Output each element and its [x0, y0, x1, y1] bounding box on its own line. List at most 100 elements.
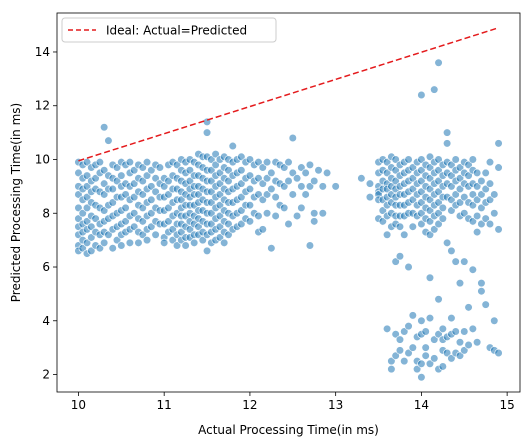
scatter-point [468, 217, 477, 226]
scatter-point [473, 211, 482, 221]
scatter-point [447, 160, 456, 169]
scatter-point [434, 155, 443, 164]
scatter-point [262, 209, 272, 218]
scatter-point [112, 163, 122, 172]
scatter-point [262, 158, 272, 167]
scatter-point [357, 174, 366, 183]
scatter-point [430, 225, 439, 234]
scatter-point [481, 184, 490, 194]
scatter-point [297, 182, 306, 191]
scatter-point [142, 158, 152, 167]
scatter-point [82, 193, 92, 202]
scatter-point [91, 214, 100, 223]
scatter-point [288, 190, 297, 199]
scatter-point [460, 257, 469, 266]
scatter-point [288, 168, 297, 178]
scatter-point [387, 365, 396, 374]
scatter-point [125, 158, 134, 167]
scatter-point [421, 327, 430, 336]
scatter-point [121, 190, 130, 199]
scatter-point [181, 241, 190, 250]
scatter-point [245, 217, 255, 226]
scatter-point [104, 136, 113, 145]
scatter-point [451, 327, 460, 336]
scatter-point [391, 166, 400, 175]
scatter-point [224, 166, 233, 175]
scatter-point [207, 166, 216, 175]
scatter-point [425, 184, 435, 194]
scatter-point [434, 295, 443, 304]
scatter-point [211, 150, 220, 159]
scatter-point [408, 184, 417, 194]
scatter-point [138, 203, 147, 212]
scatter-point [490, 190, 499, 199]
scatter-point [258, 179, 267, 188]
scatter-point [237, 179, 246, 188]
scatter-point [237, 193, 246, 202]
scatter-point [82, 182, 92, 191]
scatter-point [87, 246, 96, 255]
ideal-line-layer [78, 27, 499, 162]
scatter-point [100, 166, 109, 175]
scatter-point [284, 158, 293, 167]
scatter-point [112, 176, 122, 186]
scatter-point [477, 219, 486, 229]
scatter-point [404, 322, 413, 331]
scatter-point [87, 233, 96, 242]
scatter-point [100, 190, 109, 199]
scatter-point [447, 354, 456, 363]
scatter-point [365, 193, 375, 202]
scatter-point [425, 152, 435, 161]
scatter-point [207, 176, 216, 186]
scatter-point [477, 279, 486, 288]
scatter-point [408, 195, 417, 204]
scatter-point [121, 203, 130, 212]
scatter-point [434, 209, 443, 218]
scatter-point [443, 238, 452, 247]
y-tick-label: 4 [42, 314, 50, 328]
scatter-point [455, 279, 465, 288]
scatter-point [468, 201, 477, 210]
scatter-point [425, 217, 435, 226]
scatter-point [421, 351, 430, 360]
scatter-point [477, 190, 486, 199]
legend: Ideal: Actual=Predicted [61, 17, 277, 43]
scatter-point [481, 168, 490, 178]
scatter-point [164, 190, 173, 199]
scatter-point [262, 174, 272, 183]
scatter-point [468, 324, 477, 333]
scatter-point [378, 217, 387, 226]
scatter-point [215, 211, 225, 221]
scatter-point [473, 195, 482, 204]
scatter-point [267, 244, 276, 253]
scatter-point [447, 182, 456, 191]
scatter-point [138, 230, 147, 239]
y-axis-label: Predicted Processing Time(in ms) [9, 103, 23, 302]
scatter-point [447, 313, 456, 323]
scatter-point [82, 203, 92, 212]
scatter-point [78, 244, 87, 253]
scatter-point [425, 313, 435, 323]
scatter-point [211, 160, 220, 169]
scatter-point [151, 174, 160, 183]
scatter-point [271, 211, 280, 221]
scatter-point [207, 155, 216, 164]
scatter-point [425, 359, 435, 368]
scatter-point [284, 219, 293, 229]
scatter-point [254, 211, 263, 221]
scatter-point [413, 365, 422, 374]
scatter-point [468, 155, 477, 164]
scatter-point [245, 155, 255, 164]
scatter-point [434, 219, 443, 229]
scatter-point [460, 193, 469, 202]
scatter-point [455, 351, 465, 360]
scatter-point [301, 190, 310, 199]
scatter-point [258, 163, 267, 172]
scatter-point [262, 190, 272, 199]
scatter-point [417, 155, 426, 164]
scatter-point [185, 176, 194, 186]
scatter-point [443, 139, 452, 148]
scatter-point [490, 209, 499, 218]
scatter-point [121, 217, 130, 226]
